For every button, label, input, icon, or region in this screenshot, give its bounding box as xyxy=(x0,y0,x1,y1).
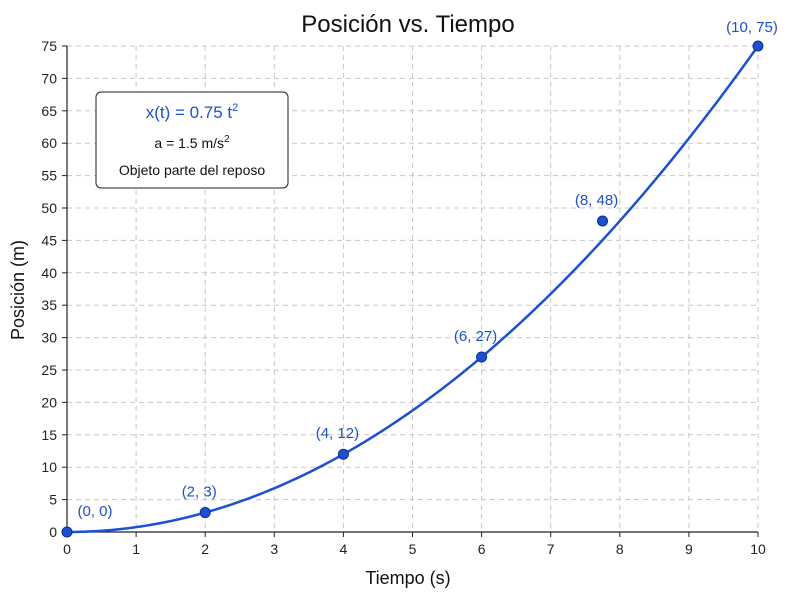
x-axis-title: Tiempo (s) xyxy=(365,568,450,588)
data-point-label: (8, 48) xyxy=(575,192,618,209)
y-tick-label: 55 xyxy=(41,168,57,184)
data-point-label: (4, 12) xyxy=(316,425,359,442)
y-tick-label: 75 xyxy=(41,38,57,54)
data-point xyxy=(752,40,764,52)
y-axis-title: Posición (m) xyxy=(8,240,28,340)
y-tick-label: 20 xyxy=(41,394,57,410)
x-tick-label: 4 xyxy=(340,541,348,557)
formula-text: x(t) = 0.75 t2 xyxy=(146,102,239,122)
acceleration-exponent: 2 xyxy=(224,134,230,145)
y-tick-label: 25 xyxy=(41,362,57,378)
y-tick-label: 35 xyxy=(41,297,57,313)
series-line xyxy=(66,45,760,534)
data-points: (0, 0) (2, 3) (4, 12) (6, 27) (8, 48) (10, 75… xyxy=(61,19,778,538)
chart-title: Posición vs. Tiempo xyxy=(301,11,514,38)
y-tick-label: 5 xyxy=(49,492,57,508)
y-tick-label: 40 xyxy=(41,265,57,281)
y-tick-label: 45 xyxy=(41,232,57,248)
x-tick-label: 2 xyxy=(201,541,209,557)
x-tick-label: 9 xyxy=(685,541,693,557)
y-tick-label: 10 xyxy=(41,459,57,475)
x-tick-label: 5 xyxy=(409,541,417,557)
x-tick-label: 0 xyxy=(63,541,71,557)
y-tick-label: 0 xyxy=(49,524,57,540)
rest-note-text: Objeto parte del reposo xyxy=(119,162,266,178)
formula-base: x(t) = 0.75 t xyxy=(146,103,233,122)
tick-labels: 0 1 2 3 4 5 6 7 8 9 100510152025303540455055606570… xyxy=(41,38,766,557)
x-tick-label: 1 xyxy=(132,541,140,557)
y-tick-label: 30 xyxy=(41,330,57,346)
y-tick-label: 65 xyxy=(41,103,57,119)
data-point xyxy=(61,526,73,538)
acceleration-text: a = 1.5 m/s2 xyxy=(154,134,230,151)
data-point-label: (2, 3) xyxy=(182,484,217,501)
data-point xyxy=(337,448,349,460)
acceleration-base: a = 1.5 m/s xyxy=(154,135,224,151)
y-tick-label: 15 xyxy=(41,427,57,443)
data-point-label: (0, 0) xyxy=(77,503,112,520)
data-point xyxy=(476,351,488,363)
y-tick-label: 70 xyxy=(41,70,57,86)
x-tick-label: 10 xyxy=(750,541,766,557)
x-tick-label: 3 xyxy=(270,541,278,557)
formula-exponent: 2 xyxy=(232,102,238,114)
x-tick-label: 6 xyxy=(478,541,486,557)
annotation-box: x(t) = 0.75 t2 a = 1.5 m/s2 Objeto parte… xyxy=(95,91,289,189)
data-point-label: (6, 27) xyxy=(454,328,497,345)
data-point-label: (10, 75) xyxy=(726,19,778,36)
data-point xyxy=(597,215,609,227)
x-tick-label: 8 xyxy=(616,541,624,557)
data-point xyxy=(199,507,211,519)
y-tick-label: 50 xyxy=(41,200,57,216)
y-tick-label: 60 xyxy=(41,135,57,151)
x-tick-label: 7 xyxy=(547,541,555,557)
